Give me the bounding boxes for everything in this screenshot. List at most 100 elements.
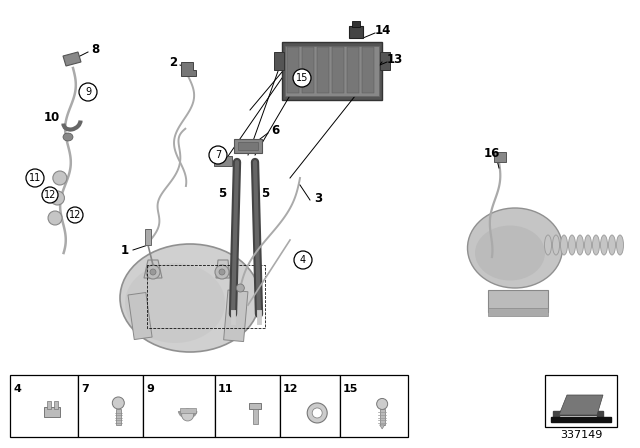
Ellipse shape [616, 235, 623, 255]
Text: 3: 3 [314, 191, 322, 204]
Circle shape [48, 211, 62, 225]
Circle shape [42, 187, 58, 203]
Circle shape [67, 207, 83, 223]
Text: 8: 8 [91, 43, 99, 56]
Polygon shape [553, 411, 603, 419]
Text: 16: 16 [484, 146, 500, 159]
Polygon shape [250, 403, 261, 409]
Bar [488, 290, 548, 312]
Text: 9: 9 [85, 87, 91, 97]
Polygon shape [380, 425, 385, 429]
Bar [238, 142, 258, 150]
Text: 11: 11 [218, 384, 234, 394]
Polygon shape [144, 260, 162, 278]
Bar [302, 47, 314, 93]
Text: 1: 1 [121, 244, 129, 257]
Text: 15: 15 [343, 384, 358, 394]
Circle shape [236, 284, 244, 292]
Ellipse shape [552, 235, 559, 255]
Circle shape [307, 403, 327, 423]
Text: 5: 5 [218, 186, 226, 199]
Bar [223, 290, 248, 341]
Text: 337149: 337149 [560, 430, 602, 440]
Text: 10: 10 [44, 111, 60, 124]
Text: 9: 9 [146, 384, 154, 394]
Bar [362, 47, 374, 93]
Ellipse shape [63, 133, 73, 141]
Bar [285, 46, 379, 96]
Text: 6: 6 [271, 124, 279, 137]
Text: 14: 14 [375, 23, 391, 36]
Bar [551, 417, 611, 422]
Text: 4: 4 [300, 255, 306, 265]
Circle shape [79, 83, 97, 101]
Bar [145, 229, 151, 245]
Bar [10, 375, 78, 437]
Circle shape [377, 398, 388, 409]
Circle shape [293, 69, 311, 87]
Bar [116, 409, 121, 425]
Bar [44, 407, 60, 417]
Bar [214, 156, 232, 166]
Bar [380, 409, 385, 425]
Circle shape [26, 169, 44, 187]
Bar [253, 409, 258, 424]
Text: 5: 5 [261, 186, 269, 199]
Bar [488, 308, 548, 316]
Bar [234, 139, 262, 153]
Circle shape [219, 269, 225, 275]
Text: 11: 11 [29, 173, 41, 183]
Circle shape [182, 409, 194, 421]
Ellipse shape [125, 263, 225, 343]
Ellipse shape [568, 235, 575, 255]
Text: 7: 7 [81, 384, 89, 394]
Circle shape [150, 269, 156, 275]
Bar [215, 375, 280, 437]
Polygon shape [181, 62, 196, 76]
Ellipse shape [545, 235, 552, 255]
Bar [332, 47, 344, 93]
Ellipse shape [561, 235, 568, 255]
Circle shape [146, 265, 160, 279]
Bar [352, 21, 360, 27]
Polygon shape [63, 52, 81, 66]
Bar [494, 152, 506, 162]
Text: 13: 13 [387, 52, 403, 65]
Circle shape [53, 171, 67, 185]
Bar [180, 408, 196, 413]
Bar [545, 375, 617, 427]
Bar [347, 47, 359, 93]
Circle shape [209, 146, 227, 164]
Polygon shape [559, 395, 603, 415]
Ellipse shape [120, 244, 260, 352]
Text: 12: 12 [44, 190, 56, 200]
Text: 15: 15 [296, 73, 308, 83]
Bar [274, 52, 284, 70]
Bar [78, 375, 143, 437]
Ellipse shape [584, 235, 591, 255]
Ellipse shape [475, 225, 545, 280]
Bar [54, 401, 58, 409]
Circle shape [294, 251, 312, 269]
Ellipse shape [593, 235, 600, 255]
Bar [349, 26, 363, 38]
Circle shape [112, 397, 124, 409]
Bar [317, 47, 329, 93]
Text: 12: 12 [283, 384, 298, 394]
Bar [47, 401, 51, 409]
Bar [340, 375, 408, 437]
Text: 4: 4 [13, 384, 21, 394]
Circle shape [215, 265, 229, 279]
Bar [282, 42, 382, 100]
Circle shape [312, 408, 322, 418]
Bar [143, 375, 215, 437]
Text: 7: 7 [215, 150, 221, 160]
Text: 12: 12 [69, 210, 81, 220]
Ellipse shape [600, 235, 607, 255]
Text: 2: 2 [169, 56, 177, 69]
Bar [287, 47, 299, 93]
Bar [280, 375, 340, 437]
Polygon shape [216, 260, 230, 278]
Ellipse shape [609, 235, 616, 255]
Ellipse shape [577, 235, 584, 255]
